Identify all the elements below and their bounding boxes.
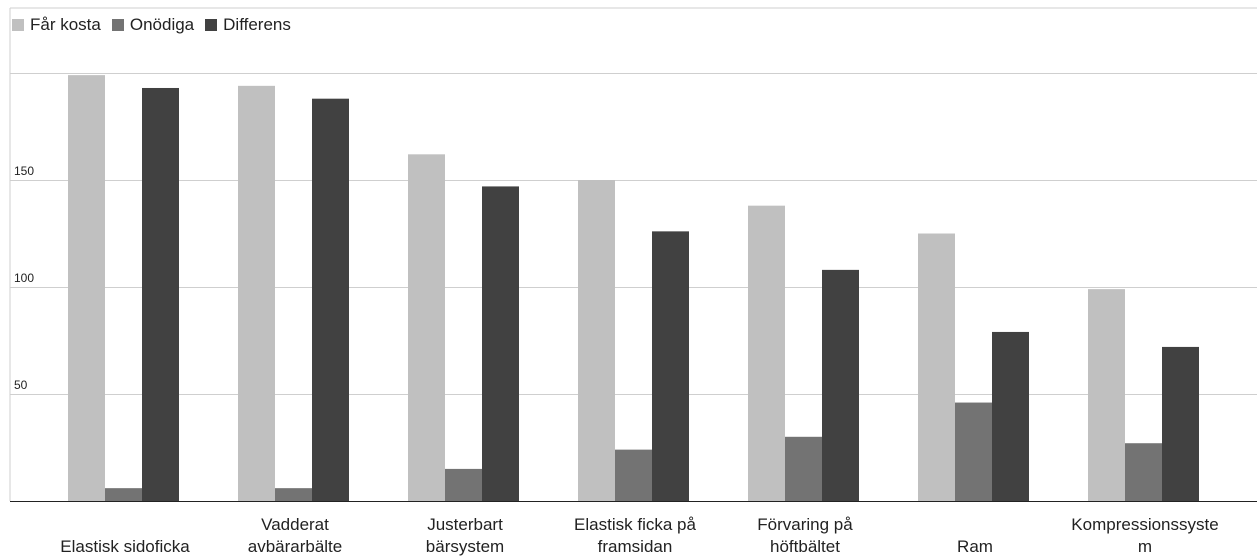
x-tick-label: Ram [957, 537, 993, 556]
bar-on-diga [1125, 443, 1162, 501]
bar-differens [652, 231, 689, 502]
bar-on-diga [105, 488, 142, 501]
legend-label-far-kosta: Får kosta [30, 15, 101, 34]
x-tick-label: höftbältet [770, 537, 840, 556]
legend-item-far-kosta[interactable]: Får kosta [12, 15, 101, 35]
legend-swatch-onodiga [111, 19, 124, 31]
bar-f-r-kosta [578, 180, 615, 501]
bar-f-r-kosta [748, 205, 785, 501]
x-tick-label: m [1138, 537, 1152, 556]
y-tick-label: 100 [14, 271, 34, 285]
bar-on-diga [445, 468, 482, 501]
bar-on-diga [275, 488, 312, 501]
bar-f-r-kosta [1088, 289, 1125, 501]
x-tick-label: avbärarbälte [248, 537, 343, 556]
x-tick-label: framsidan [598, 537, 673, 556]
y-tick-label: 50 [14, 378, 28, 392]
legend-swatch-far-kosta [12, 19, 24, 31]
bar-differens [992, 331, 1029, 501]
bar-differens [312, 98, 349, 502]
bar-differens [1162, 346, 1199, 501]
bar-differens [822, 269, 859, 501]
x-tick-label: Justerbart [427, 515, 503, 534]
legend-item-differens[interactable]: Differens [205, 15, 291, 35]
bar-f-r-kosta [238, 85, 275, 501]
legend-label-differens: Differens [223, 15, 291, 34]
legend-label-onodiga: Onödiga [129, 15, 195, 34]
bar-differens [142, 87, 179, 501]
x-tick-label: Vadderat [261, 515, 329, 534]
x-tick-label: Elastisk ficka på [574, 515, 696, 534]
x-tick-label: Kompressionssyste [1071, 515, 1218, 534]
x-tick-label: Förvaring på [757, 515, 853, 534]
legend-item-onodiga[interactable]: Onödiga [111, 15, 195, 35]
bar-differens [482, 186, 519, 502]
bar-f-r-kosta [408, 154, 445, 501]
bar-on-diga [955, 402, 992, 501]
legend: Får kosta Onödiga Differens [12, 15, 302, 35]
x-tick-label: bärsystem [426, 537, 504, 556]
x-tick-label: Elastisk sidoficka [60, 537, 190, 556]
bar-f-r-kosta [68, 75, 105, 501]
bar-f-r-kosta [918, 233, 955, 501]
bar-on-diga [785, 436, 822, 501]
bar-on-diga [615, 449, 652, 501]
legend-swatch-differens [205, 19, 218, 31]
y-tick-label: 150 [14, 164, 34, 178]
